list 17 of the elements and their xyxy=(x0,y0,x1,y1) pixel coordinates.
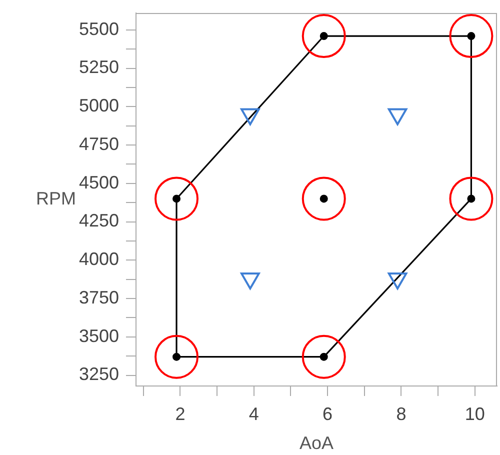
y-tick-label: 3500 xyxy=(78,326,119,346)
x-tick-label: 6 xyxy=(322,404,333,424)
y-tick-label: 4250 xyxy=(78,210,119,231)
x-tick-label: 2 xyxy=(175,404,186,424)
x-tick-label: 10 xyxy=(464,404,485,424)
y-tick-label: 5000 xyxy=(78,96,119,116)
y-tick-label: 3750 xyxy=(78,287,119,308)
y-tick-label: 4000 xyxy=(78,249,119,270)
x-axis-title: AoA xyxy=(299,433,334,454)
y-tick-label: 4500 xyxy=(78,172,119,192)
y-tick-label: 5250 xyxy=(78,57,119,78)
y-axis-title: RPM xyxy=(36,188,76,208)
y-tick-label: 4750 xyxy=(78,134,119,154)
x-tick-label: 8 xyxy=(396,404,406,424)
y-tick-label: 5500 xyxy=(78,18,119,39)
y-tick-label: 3250 xyxy=(78,364,119,384)
x-tick-label: 4 xyxy=(248,404,259,424)
